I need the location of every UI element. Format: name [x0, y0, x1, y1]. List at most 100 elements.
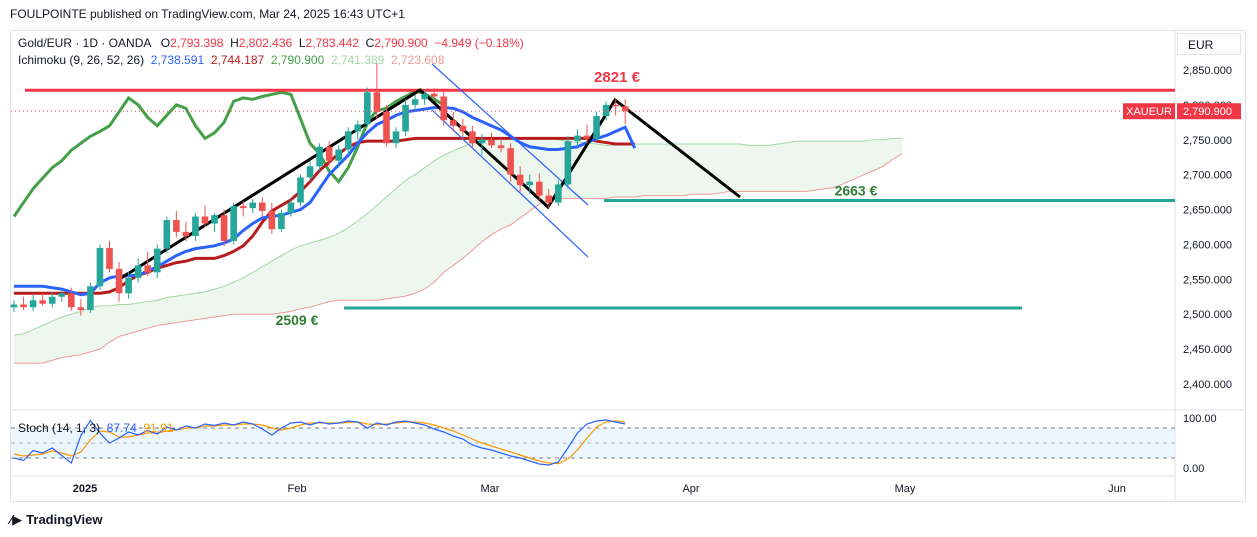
ichimoku-legend-row: Ichimoku (9, 26, 52, 26) 2,738.591 2,744…	[18, 52, 524, 69]
candle-body	[182, 231, 190, 237]
candle-body	[430, 93, 438, 97]
candle-body	[535, 181, 543, 196]
leading-span-b	[14, 153, 903, 364]
candle-body	[392, 131, 400, 144]
candle-body	[211, 215, 218, 224]
candle-body	[621, 106, 629, 112]
open-label: O	[160, 36, 171, 50]
candle-body	[507, 148, 514, 175]
candle-body	[249, 202, 257, 209]
candle-body	[306, 166, 314, 178]
candle-body	[297, 177, 304, 203]
candle-body	[411, 99, 419, 105]
candle-body	[268, 210, 276, 230]
candle-body	[344, 131, 352, 150]
candle-body	[173, 220, 180, 232]
candle-body	[593, 116, 600, 139]
candle-body	[153, 248, 161, 273]
last-price-tag-label: 2,790.900	[1183, 106, 1232, 118]
symbol-tag-label: XAUEUR	[1126, 106, 1172, 118]
candle-body	[163, 220, 171, 249]
tradingview-brand[interactable]: ⁄▶ TradingView	[10, 512, 103, 528]
candle-body	[201, 216, 209, 224]
stoch-legend: Stoch (14, 1, 3) 87.74 91.91	[18, 421, 173, 435]
stoch-k-line	[13, 419, 626, 466]
time-tick-label: May	[895, 483, 916, 495]
candle-body	[555, 184, 562, 203]
candle-body	[488, 139, 495, 146]
publisher-line: FOULPOINTE published on TradingView.com,…	[10, 7, 405, 21]
change-value: −4.949 (−0.18%)	[434, 36, 524, 50]
close-value: 2,790.900	[374, 36, 428, 50]
candle-body	[612, 104, 619, 107]
time-tick-label: 2025	[73, 483, 97, 495]
last-price-tag	[1177, 103, 1241, 120]
candle-body	[602, 104, 610, 117]
stoch-tick-label: 100.00	[1183, 413, 1217, 425]
currency-selector[interactable]: EUR	[1177, 33, 1241, 55]
candle-body	[125, 277, 132, 294]
candle-body	[564, 141, 572, 185]
price-tick-label: 2,450.000	[1183, 344, 1232, 356]
channel-lower	[431, 109, 589, 258]
candle-body	[77, 307, 85, 311]
time-tick-label: Apr	[682, 483, 699, 495]
ichimoku-label[interactable]: Ichimoku (9, 26, 52, 26)	[18, 53, 145, 67]
candle-body	[239, 206, 247, 209]
candle-body	[354, 124, 362, 132]
candle-body	[287, 202, 295, 214]
candle-body	[39, 300, 46, 304]
candle-body	[259, 202, 266, 211]
lead2-value: 2,723.608	[391, 53, 445, 67]
candle-body	[325, 146, 333, 161]
candle-body	[526, 181, 533, 186]
candle-body	[440, 96, 448, 121]
stoch-band	[11, 428, 1175, 458]
price-tick-label: 2,650.000	[1183, 205, 1232, 217]
chart-legend: Gold/EUR · 1D · OANDA O2,793.398 H2,802.…	[18, 35, 524, 69]
candle-body	[192, 216, 199, 237]
candle-body	[316, 146, 323, 167]
resistance-label: 2821 €	[594, 69, 641, 86]
time-tick-label: Mar	[481, 483, 500, 495]
low-label: L	[298, 36, 306, 50]
time-tick-label: Feb	[288, 483, 307, 495]
price-tick-label: 2,550.000	[1183, 274, 1232, 286]
candle-body	[450, 120, 457, 126]
candle-body	[68, 293, 75, 308]
stoch-d-line	[13, 420, 626, 465]
channel-upper	[431, 63, 589, 206]
price-tick-label: 2,700.000	[1183, 170, 1232, 182]
high-label: H	[230, 36, 239, 50]
support-label-lower: 2509 €	[276, 312, 319, 328]
tradingview-logo-icon: ⁄▶	[10, 512, 23, 527]
candle-body	[10, 304, 18, 308]
price-tick-label: 2,500.000	[1183, 309, 1232, 321]
candle-body	[144, 265, 151, 273]
lagging-value: 2,790.900	[270, 53, 325, 67]
candle-body	[58, 293, 66, 297]
conversion-value: 2,738.591	[150, 53, 205, 67]
candle-body	[87, 286, 94, 311]
symbol-label[interactable]: Gold/EUR · 1D · OANDA	[18, 36, 151, 50]
candle-body	[545, 195, 553, 203]
stoch-label[interactable]: Stoch (14, 1, 3)	[18, 421, 101, 435]
lagging-span	[12, 89, 445, 218]
open-value: 2,793.398	[170, 36, 224, 50]
candle-body	[230, 206, 237, 241]
price-tick-label: 2,750.000	[1183, 135, 1232, 147]
candle-body	[478, 139, 486, 144]
lead1-value: 2,741.389	[330, 53, 385, 67]
candle-body	[134, 265, 142, 278]
stoch-k-value: 87.74	[106, 421, 137, 435]
ichimoku-cloud	[14, 138, 903, 364]
tradingview-brand-text: TradingView	[26, 512, 103, 527]
candle-body	[516, 174, 524, 186]
candle-body	[497, 145, 505, 149]
symbol-tag	[1123, 103, 1175, 120]
candle-body	[574, 135, 581, 142]
candle-body	[583, 135, 591, 139]
candle-body	[421, 93, 428, 100]
candle-body	[335, 149, 342, 161]
